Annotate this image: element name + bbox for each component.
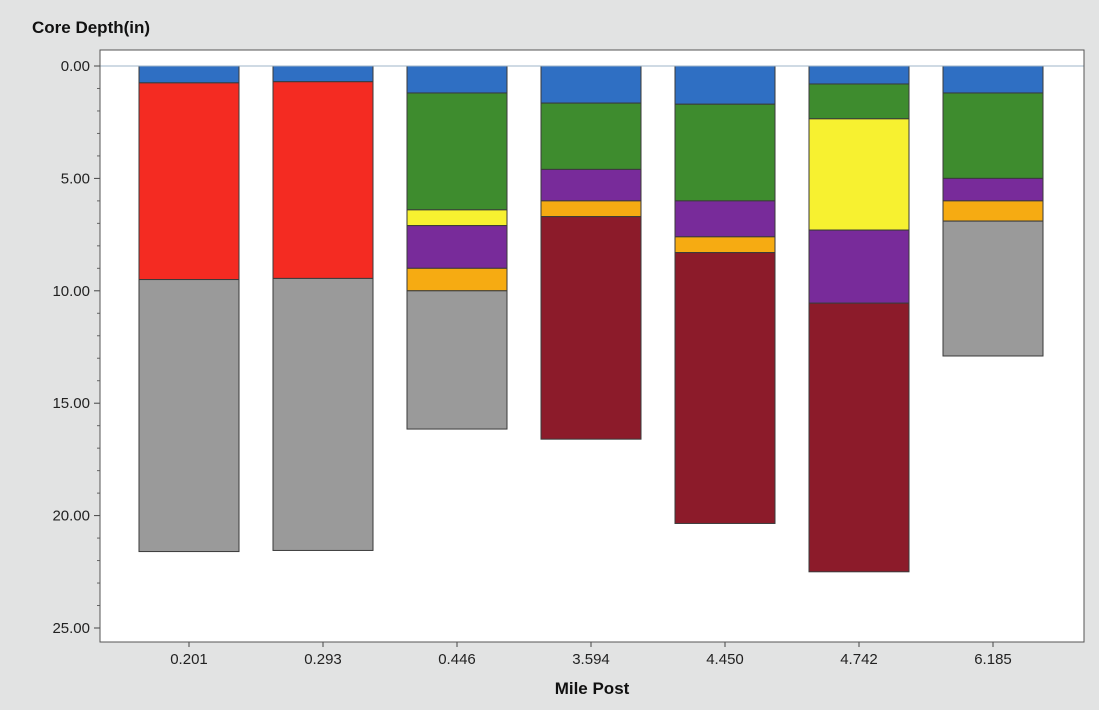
bar-segment-maroon [540,216,642,440]
bar-segment-blue [674,65,776,105]
bar-stack [138,65,240,553]
y-tick-label: 15.00 [52,395,90,412]
x-axis: 0.201 0.293 0.446 3.594 4.450 4.742 6.185 [170,642,1012,668]
bar-segment-blue [808,65,910,85]
y-tick-label: 10.00 [52,283,90,300]
x-tick-label: 3.594 [572,651,610,668]
x-tick-label: 4.742 [840,651,878,668]
bar-segment-yellow [406,209,508,227]
bar-segment-purple [942,177,1044,202]
bar-segment-green [540,102,642,170]
bar-segment-green [808,83,910,120]
bar-segment-maroon [808,302,910,573]
x-tick-label: 0.201 [170,651,208,668]
bar-stack [272,65,374,551]
bar-segment-orange [406,267,508,292]
bar-stack [674,65,776,524]
bar-segment-gray [272,277,374,551]
bar-segment-gray [406,290,508,430]
bar-segment-red [138,82,240,281]
bar-segment-red [272,81,374,279]
bar-segment-blue [942,65,1044,94]
bar-segment-purple [406,225,508,269]
bar-stack [540,65,642,440]
bar-segment-blue [138,65,240,84]
y-tick-label: 5.00 [61,170,90,187]
y-axis: 0.00 5.00 10.00 15.00 20.00 25.00 [52,58,100,637]
bar-segment-green [674,103,776,202]
y-tick-label: 20.00 [52,508,90,525]
x-tick-label: 4.450 [706,651,744,668]
bar-segment-purple [674,200,776,238]
bar-segment-maroon [674,252,776,524]
bar-segment-purple [808,229,910,304]
bar-segment-orange [540,200,642,218]
bar-stack [406,65,508,430]
bars-layer [138,65,1044,573]
bar-segment-purple [540,168,642,202]
bar-stack [942,65,1044,357]
x-tick-label: 0.293 [304,651,342,668]
bar-stack [808,65,910,573]
bar-segment-green [406,92,508,211]
plot-border [99,49,1085,643]
bar-segment-blue [406,65,508,94]
bar-segment-orange [942,200,1044,222]
x-tick-label: 6.185 [974,651,1012,668]
bar-segment-yellow [808,118,910,231]
bar-segment-green [942,92,1044,179]
bar-segment-blue [540,65,642,104]
bar-segment-orange [674,236,776,254]
y-axis-title: Core Depth(in) [32,18,150,37]
y-tick-label: 0.00 [61,58,90,75]
y-tick-label: 25.00 [52,620,90,637]
bar-segment-gray [942,220,1044,357]
bar-segment-gray [138,279,240,553]
x-axis-title: Mile Post [555,679,630,698]
bar-segment-blue [272,65,374,83]
x-tick-label: 0.446 [438,651,476,668]
